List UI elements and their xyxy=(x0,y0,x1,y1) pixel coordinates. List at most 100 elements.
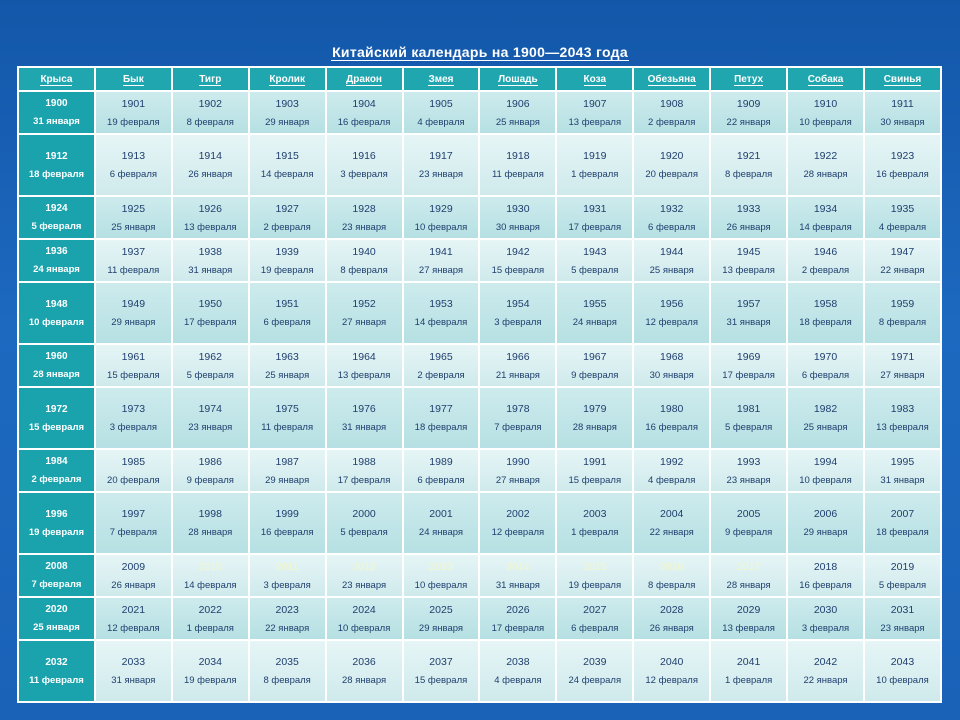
year-value: 1920 xyxy=(660,150,684,162)
table-cell: 2043 10 февраля xyxy=(862,639,943,703)
year-value: 2029 xyxy=(736,603,761,616)
year-value: 1908 xyxy=(660,97,684,110)
year-value: 1966 xyxy=(506,350,530,363)
new-year-date: 29 января xyxy=(265,116,310,128)
new-year-date: 12 февраля xyxy=(645,317,698,328)
year-value: 1943 xyxy=(583,245,607,258)
table-cell: 1961 15 февраля xyxy=(93,343,173,388)
new-year-date: 30 января xyxy=(495,221,540,233)
table-cell: 2013 10 февраля xyxy=(401,553,481,598)
table-cell: 1959 8 февраля xyxy=(862,281,943,345)
table-cell: 1955 24 января xyxy=(555,281,635,345)
year-value: 1934 xyxy=(813,202,838,215)
column-header-label: Собака xyxy=(807,73,844,86)
year-value: 1964 xyxy=(352,350,376,363)
new-year-date: 4 февраля xyxy=(417,116,465,128)
year-value: 1906 xyxy=(506,97,530,110)
year-value: 2013 xyxy=(429,560,453,573)
new-year-date: 10 февраля xyxy=(799,116,852,128)
year-value: 1975 xyxy=(275,403,299,415)
year-value: 1973 xyxy=(121,403,146,415)
row-start-cell: 1936 24 января xyxy=(17,238,96,283)
table-cell: 1915 14 февраля xyxy=(247,133,327,197)
year-value: 2003 xyxy=(583,508,607,520)
year-value: 1925 xyxy=(121,202,146,215)
row-start-cell: 1924 5 февраля xyxy=(17,195,96,240)
year-value: 1900 xyxy=(45,98,68,109)
table-cell: 1978 7 февраля xyxy=(478,386,558,450)
table-cell: 1902 8 февраля xyxy=(170,90,250,135)
column-header: Лошадь xyxy=(478,66,558,92)
year-value: 1903 xyxy=(275,97,299,110)
new-year-date: 31 января xyxy=(880,474,925,486)
table-cell: 1964 13 февраля xyxy=(324,343,404,388)
year-value: 1991 xyxy=(583,455,607,468)
year-value: 1998 xyxy=(198,508,222,520)
new-year-date: 10 февраля xyxy=(337,622,391,634)
table-cell: 1908 2 февраля xyxy=(632,90,712,135)
table-cell: 2021 12 февраля xyxy=(93,596,173,641)
table-cell: 1949 29 января xyxy=(93,281,173,345)
new-year-date: 9 февраля xyxy=(571,369,619,381)
new-year-date: 16 февраля xyxy=(645,422,698,433)
year-value: 2042 xyxy=(813,656,838,668)
table-row: 2008 7 февраля 2009 26 января 2010 14 февраля… xyxy=(17,553,943,598)
year-value: 1911 xyxy=(891,97,914,110)
year-value: 2026 xyxy=(506,603,530,616)
table-cell: 1991 15 февраля xyxy=(555,448,635,493)
column-header: Кролик xyxy=(247,66,327,92)
year-value: 1918 xyxy=(506,150,530,162)
table-cell: 1906 25 января xyxy=(478,90,558,135)
new-year-date: 23 января xyxy=(880,622,925,634)
column-header-label: Коза xyxy=(583,73,607,86)
new-year-date: 31 января xyxy=(33,116,80,127)
column-header: Дракон xyxy=(324,66,404,92)
year-value: 1935 xyxy=(890,202,915,215)
column-header-label: Крыса xyxy=(40,73,73,86)
year-value: 1989 xyxy=(429,455,453,468)
new-year-date: 26 января xyxy=(649,622,694,634)
new-year-date: 6 февраля xyxy=(417,474,465,486)
table-cell: 1918 11 февраля xyxy=(478,133,558,197)
new-year-date: 10 февраля xyxy=(414,579,468,591)
year-value: 2006 xyxy=(813,508,838,520)
year-value: 1958 xyxy=(813,298,838,310)
table-cell: 1967 9 февраля xyxy=(555,343,635,388)
table-cell: 2037 15 февраля xyxy=(401,639,481,703)
new-year-date: 14 февраля xyxy=(183,579,237,591)
year-value: 1985 xyxy=(121,455,146,468)
table-cell: 1990 27 января xyxy=(478,448,558,493)
new-year-date: 8 февраля xyxy=(186,116,234,128)
table-cell: 2034 19 февраля xyxy=(170,639,250,703)
new-year-date: 28 января xyxy=(188,527,233,538)
year-value: 1953 xyxy=(429,298,453,310)
year-value: 1910 xyxy=(813,97,838,110)
table-cell: 2026 17 февраля xyxy=(478,596,558,641)
new-year-date: 8 февраля xyxy=(340,264,388,276)
table-cell: 1920 20 февраля xyxy=(632,133,712,197)
table-cell: 1907 13 февраля xyxy=(555,90,635,135)
table-cell: 2015 19 февраля xyxy=(555,553,635,598)
table-cell: 1947 22 января xyxy=(862,238,943,283)
table-row: 1948 10 февраля 1949 29 января 1950 17 феврал… xyxy=(17,281,943,345)
table-cell: 1999 16 февраля xyxy=(247,491,327,555)
new-year-date: 13 февраля xyxy=(337,369,391,381)
new-year-date: 17 февраля xyxy=(337,474,391,486)
table-cell: 1969 17 февраля xyxy=(709,343,789,388)
year-value: 1931 xyxy=(583,202,607,215)
new-year-date: 16 февраля xyxy=(799,579,852,591)
year-value: 2043 xyxy=(890,656,915,668)
table-cell: 1952 27 января xyxy=(324,281,404,345)
year-value: 1926 xyxy=(198,202,222,215)
table-cell: 2040 12 февраля xyxy=(632,639,712,703)
year-value: 1938 xyxy=(198,245,222,258)
new-year-date: 18 февраля xyxy=(28,168,85,180)
new-year-date: 28 января xyxy=(572,422,617,433)
table-cell: 1988 17 февраля xyxy=(324,448,404,493)
table-cell: 1901 19 февраля xyxy=(93,90,173,135)
column-header-label: Лошадь xyxy=(498,73,538,86)
new-year-date: 9 февраля xyxy=(186,474,234,486)
year-value: 1949 xyxy=(121,298,146,310)
new-year-date: 5 февраля xyxy=(571,264,619,276)
table-row: 1924 5 февраля 1925 25 января 1926 13 февраля… xyxy=(17,195,943,240)
